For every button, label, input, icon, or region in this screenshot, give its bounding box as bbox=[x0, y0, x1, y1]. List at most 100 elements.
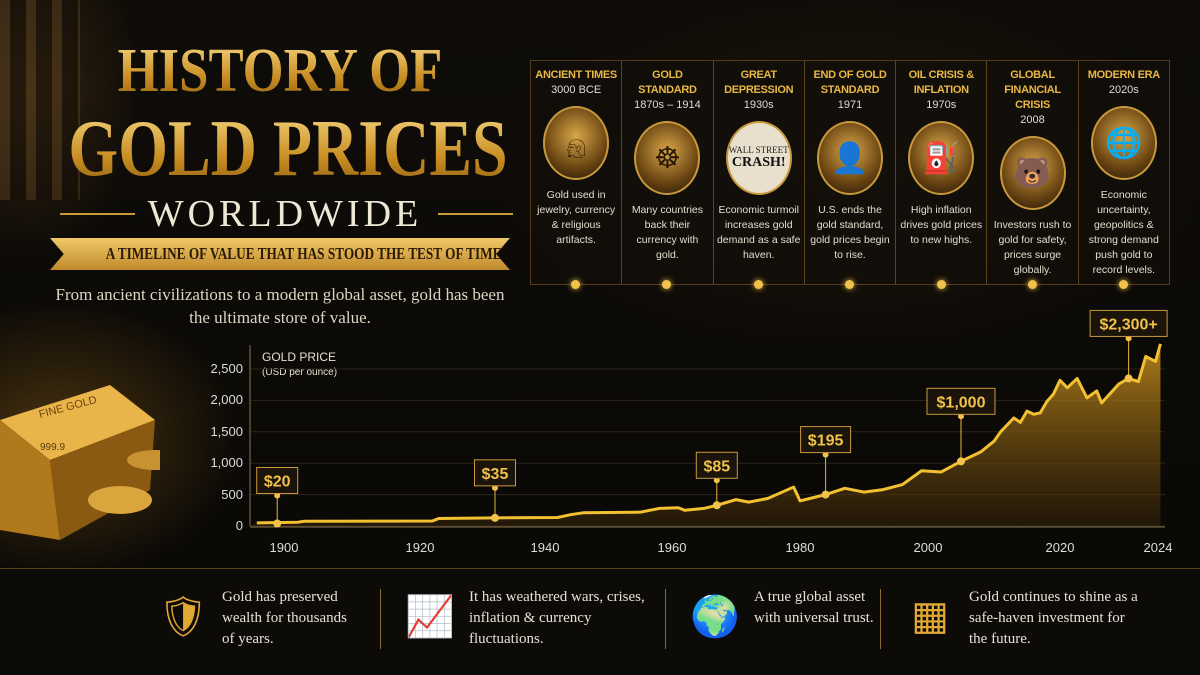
svg-text:999.9: 999.9 bbox=[40, 442, 65, 453]
annotation-box bbox=[695, 451, 738, 479]
timeline-panel: MODERN ERA 2020s 🌐 Economic uncertainty,… bbox=[1079, 61, 1169, 284]
x-tick-label: 1980 bbox=[785, 540, 815, 555]
x-tick-label: 2020 bbox=[1045, 540, 1075, 555]
timeline-panel: OIL CRISIS & INFLATION 1970s ⛽ High infl… bbox=[896, 61, 988, 284]
growth-chart-icon: 📈 bbox=[405, 594, 455, 639]
chart-title: GOLD PRICE bbox=[262, 350, 337, 364]
panel-date: 2020s bbox=[1108, 84, 1139, 96]
panel-text: High inflation drives gold prices to new… bbox=[900, 204, 983, 246]
timeline-panel: ANCIENT TIMES 3000 BCE 𓁶 Gold used in je… bbox=[531, 61, 623, 284]
timeline-panel: GREAT DEPRESSION 1930s WALL STREET CRASH!… bbox=[714, 61, 805, 284]
panel-date: 2008 bbox=[1020, 114, 1045, 126]
gold-bar-coins-image: FINE GOLD 999.9 bbox=[0, 385, 160, 540]
title-line-1: HISTORY OF bbox=[117, 37, 443, 105]
temple-pillars-image bbox=[0, 0, 80, 200]
panel-title: GLOBAL FINANCIAL CRISIS bbox=[1004, 69, 1061, 111]
timeline-dot bbox=[571, 280, 580, 289]
y-tick-label: 500 bbox=[221, 486, 243, 502]
annotation-label: $1,000 bbox=[937, 394, 986, 411]
x-tick-label: 1920 bbox=[405, 540, 435, 555]
gold-bars-icon: ▦ bbox=[911, 594, 949, 638]
x-tick-label: 1940 bbox=[530, 540, 560, 555]
x-tick-label: 1960 bbox=[657, 540, 687, 555]
globe-network-icon: 🌐 bbox=[1090, 106, 1157, 180]
annotation-label: $2,300+ bbox=[1099, 316, 1157, 333]
panel-date: 1971 bbox=[837, 99, 863, 111]
bear-icon: 🐻 bbox=[999, 136, 1066, 210]
feature-text: It has weathered wars, crises, inflation… bbox=[469, 589, 645, 647]
vault-icon: ☸ bbox=[634, 121, 701, 195]
feature-strip: 🛡 Gold has preserved wealth for thousands… bbox=[0, 568, 1200, 675]
newspaper-headline: WALL STREET bbox=[728, 145, 789, 155]
divider-right bbox=[438, 213, 513, 215]
annotation-box bbox=[926, 387, 996, 415]
panel-title: GOLD STANDARD bbox=[638, 69, 697, 96]
feature-text: Gold has preserved wealth for thousands … bbox=[222, 589, 347, 647]
president-portrait-icon: 👤 bbox=[816, 121, 883, 195]
timeline-panel: GLOBAL FINANCIAL CRISIS 2008 🐻 Investors… bbox=[987, 61, 1079, 284]
annotation-box bbox=[1089, 309, 1168, 337]
annotation-box bbox=[474, 459, 516, 487]
annotation-box bbox=[800, 426, 852, 454]
y-tick-label: 2,500 bbox=[210, 361, 243, 376]
panel-date: 1870s – 1914 bbox=[634, 99, 701, 111]
annotation-label: $35 bbox=[482, 466, 509, 483]
shield-icon: 🛡 bbox=[157, 594, 209, 639]
annotation-point bbox=[712, 501, 721, 510]
feature-divider bbox=[665, 589, 666, 649]
timeline-dot bbox=[936, 280, 946, 289]
globe-icon: 🌍 bbox=[690, 594, 740, 639]
feature-item: 🛡 Gold has preserved wealth for thousands… bbox=[158, 587, 352, 650]
feature-item: 🌍 A true global asset with universal trus… bbox=[690, 587, 884, 645]
panel-text: Economic uncertainty, geopolitics & stro… bbox=[1088, 189, 1159, 276]
chart-subtitle: (USD per ounce) bbox=[262, 367, 338, 378]
panel-date: 3000 BCE bbox=[551, 84, 602, 96]
annotation-point bbox=[1124, 374, 1133, 383]
annotation-point bbox=[957, 457, 965, 466]
timeline-dot bbox=[1119, 280, 1129, 289]
x-tick-label: 1900 bbox=[269, 540, 299, 555]
pharaoh-icon: 𓁶 bbox=[543, 106, 610, 180]
feature-item: 📈 It has weathered wars, crises, inflatio… bbox=[405, 587, 649, 650]
annotation-label: $85 bbox=[703, 458, 730, 475]
divider-left bbox=[60, 213, 135, 215]
panel-date: 1930s bbox=[743, 99, 774, 111]
subtitle-banner: A TIMELINE OF VALUE THAT HAS STOOD THE T… bbox=[50, 238, 510, 270]
panel-date: 1970s bbox=[926, 99, 957, 111]
y-tick-label: 0 bbox=[235, 518, 243, 533]
timeline-dot bbox=[753, 280, 763, 289]
title-line-3: WORLDWIDE bbox=[147, 193, 423, 235]
oil-pump-icon: ⛽ bbox=[908, 121, 975, 195]
panel-text: Many countries back their currency with … bbox=[631, 204, 704, 261]
price-area bbox=[250, 343, 1161, 526]
annotation-point bbox=[491, 513, 499, 522]
feature-text: Gold continues to shine as a safe-haven … bbox=[969, 589, 1138, 647]
panel-text: Economic turmoil increases gold demand a… bbox=[716, 204, 801, 261]
panel-text: Investors rush to gold for safety, price… bbox=[993, 219, 1072, 276]
x-tick-label: 2000 bbox=[913, 540, 943, 555]
panel-title: MODERN ERA bbox=[1087, 69, 1160, 81]
newspaper-crash: CRASH! bbox=[731, 155, 786, 170]
y-tick-label: 1,500 bbox=[210, 423, 243, 439]
timeline-dot bbox=[662, 280, 672, 289]
timeline-panel: GOLD STANDARD 1870s – 1914 ☸ Many countr… bbox=[622, 61, 714, 284]
x-tick-label: 2024 bbox=[1143, 540, 1173, 555]
timeline-panel: END OF GOLD STANDARD 1971 👤 U.S. ends th… bbox=[805, 61, 897, 284]
annotation-label: $195 bbox=[808, 433, 844, 450]
annotation-box bbox=[256, 466, 299, 494]
timeline-dot bbox=[845, 280, 855, 289]
panel-title: GREAT DEPRESSION bbox=[724, 69, 794, 96]
y-tick-label: 2,000 bbox=[210, 392, 243, 408]
feature-item: ▦ Gold continues to shine as a safe-haven… bbox=[905, 587, 1144, 650]
newspaper-crash-icon: WALL STREET CRASH! bbox=[725, 121, 792, 195]
annotation-point bbox=[273, 519, 282, 528]
panel-title: OIL CRISIS & INFLATION bbox=[908, 69, 975, 96]
annotation-label: $20 bbox=[264, 473, 291, 490]
intro-text: From ancient civilizations to a modern g… bbox=[55, 285, 505, 327]
panel-text: U.S. ends the gold standard, gold prices… bbox=[810, 204, 890, 261]
y-tick-label: 1,000 bbox=[210, 455, 243, 471]
timeline-dot bbox=[1028, 280, 1037, 289]
panel-text: Gold used in jewelry, currency & religio… bbox=[537, 189, 616, 246]
panel-title: END OF GOLD STANDARD bbox=[813, 69, 887, 96]
